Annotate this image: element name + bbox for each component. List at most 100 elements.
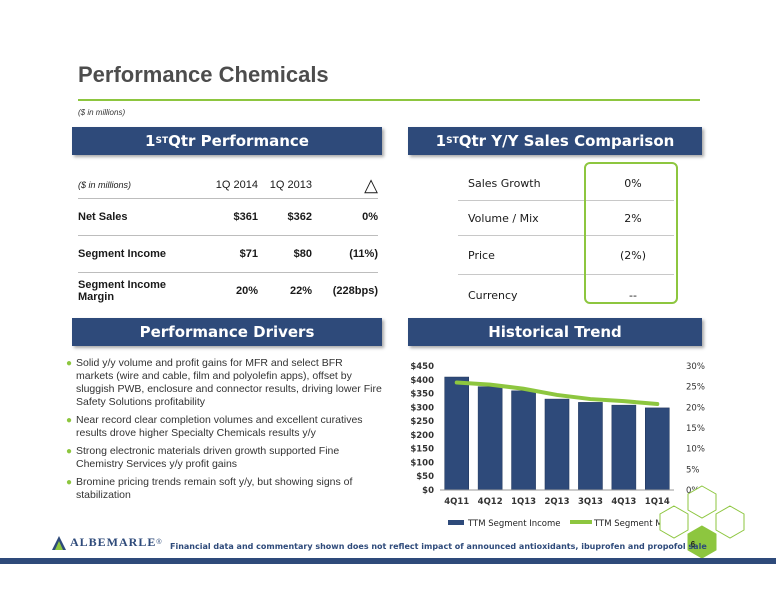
cell-1q2014: 20% <box>235 285 258 297</box>
banner-superscript: ST <box>155 136 169 146</box>
comparison-value: -- <box>629 288 637 302</box>
row-label: Segment Income <box>78 248 167 260</box>
comparison-value: (2%) <box>619 248 647 262</box>
x-tick-label: 4Q13 <box>611 497 636 507</box>
y2-tick-label: 30% <box>686 362 705 372</box>
logo-mark-icon <box>52 535 66 550</box>
delta-triangle-icon: △ <box>364 174 378 195</box>
x-tick-label: 1Q14 <box>645 497 670 507</box>
comparison-row: Sales Growth 0% <box>458 166 674 201</box>
historical-trend-chart: $0$50$100$150$200$250$300$350$400$4500%5… <box>410 362 705 529</box>
bullet-text: Solid y/y volume and profit gains for MF… <box>76 357 382 408</box>
x-tick-label: 1Q13 <box>511 497 536 507</box>
bar <box>578 402 603 491</box>
bullet-icon: ● <box>66 415 73 426</box>
list-item: ● Strong electronic materials driven grow… <box>66 445 382 471</box>
registered-mark: ® <box>156 539 162 546</box>
y2-tick-label: 10% <box>686 445 705 455</box>
bar <box>444 376 469 491</box>
comparison-value: 0% <box>624 176 642 190</box>
row-label: Segment Income Margin <box>78 279 167 303</box>
cell-change: 0% <box>362 211 378 223</box>
bullet-text: Bromine pricing trends remain soft y/y, … <box>76 476 353 501</box>
table-row: Net Sales $361 $362 0% <box>78 199 378 236</box>
y-tick-label: $0 <box>422 486 434 496</box>
bar <box>511 390 536 491</box>
margin-line <box>454 380 660 407</box>
bar <box>611 404 637 491</box>
cell-1q2014: $71 <box>239 248 258 260</box>
list-item: ● Solid y/y volume and profit gains for M… <box>66 357 382 409</box>
y2-tick-label: 15% <box>686 424 705 434</box>
legend-label-margin: TTM Segment Margin <box>593 519 684 529</box>
bar <box>645 407 670 491</box>
performance-table: ($ in millions) 1Q 2014 1Q 2013 △ Net Sa… <box>78 172 378 309</box>
bullet-icon: ● <box>66 446 73 457</box>
bar <box>544 398 570 491</box>
y-tick-label: $150 <box>410 445 434 455</box>
bar <box>477 386 503 491</box>
x-tick-label: 3Q13 <box>578 497 603 507</box>
sales-comparison-table: Sales Growth 0% Volume / Mix 2% Price (2… <box>458 166 674 315</box>
bullet-text: Strong electronic materials driven growt… <box>76 445 340 470</box>
legend-swatch-income <box>448 520 464 525</box>
footer-band <box>0 558 776 564</box>
table-header-units: ($ in millions) <box>78 180 132 190</box>
bullet-text: Near record clear completion volumes and… <box>76 414 363 439</box>
banner-text: Qtr Y/Y Sales Comparison <box>458 132 675 150</box>
comparison-label: Price <box>468 248 495 262</box>
trend-banner: Historical Trend <box>408 318 702 346</box>
y-tick-label: $250 <box>410 417 434 427</box>
units-note: ($ in millions) <box>78 108 126 117</box>
comparison-banner: 1 ST Qtr Y/Y Sales Comparison <box>408 127 702 155</box>
cell-1q2014: $361 <box>233 211 258 223</box>
cell-1q2013: $80 <box>293 248 312 260</box>
y-tick-label: $350 <box>410 390 434 400</box>
banner-number: 1 <box>145 132 156 150</box>
bullet-icon: ● <box>66 477 73 488</box>
table-row: Segment Income Margin 20% 22% (228bps) <box>78 273 378 309</box>
y-tick-label: $200 <box>410 431 434 441</box>
x-tick-label: 4Q11 <box>444 497 469 507</box>
values-highlight-box <box>584 162 678 304</box>
y2-tick-label: 5% <box>686 465 700 475</box>
bullet-icon: ● <box>66 358 73 369</box>
table-header-1q2013: 1Q 2013 <box>269 179 312 191</box>
x-tick-label: 2Q13 <box>545 497 570 507</box>
y-tick-label: $450 <box>410 362 434 372</box>
y2-tick-label: 20% <box>686 403 705 413</box>
comparison-row: Currency -- <box>458 275 674 315</box>
cell-1q2013: $362 <box>287 211 312 223</box>
table-header-row: ($ in millions) 1Q 2014 1Q 2013 △ <box>78 172 378 199</box>
drivers-list: ● Solid y/y volume and profit gains for M… <box>66 357 382 507</box>
cell-1q2013: 22% <box>289 285 312 297</box>
page-title: Performance Chemicals <box>78 62 329 87</box>
albemarle-logo: ALBEMARLE ® <box>52 535 162 550</box>
row-label: Net Sales <box>78 211 128 223</box>
legend-swatch-margin <box>570 520 592 524</box>
y2-tick-label: 25% <box>686 383 705 393</box>
performance-banner: 1 ST Qtr Performance <box>72 127 382 155</box>
comparison-label: Volume / Mix <box>468 211 539 225</box>
x-tick-label: 4Q12 <box>478 497 503 507</box>
banner-superscript: ST <box>446 136 459 146</box>
table-header-1q2014: 1Q 2014 <box>215 179 258 191</box>
comparison-row: Price (2%) <box>458 236 674 275</box>
banner-number: 1 <box>435 132 447 150</box>
hexagon-decoration <box>659 485 745 559</box>
y-tick-label: $400 <box>410 376 434 386</box>
comparison-label: Currency <box>468 288 518 302</box>
cell-change: (11%) <box>349 248 378 260</box>
comparison-label: Sales Growth <box>468 176 541 190</box>
list-item: ● Near record clear completion volumes an… <box>66 414 382 440</box>
title-divider <box>78 99 700 101</box>
y-tick-label: $50 <box>416 472 434 482</box>
table-row: Segment Income $71 $80 (11%) <box>78 236 378 273</box>
banner-text: Qtr Performance <box>168 132 309 150</box>
list-item: ● Bromine pricing trends remain soft y/y,… <box>66 476 382 502</box>
comparison-value: 2% <box>624 211 642 225</box>
page-number: 6 <box>690 540 696 549</box>
drivers-banner: Performance Drivers <box>72 318 382 346</box>
comparison-row: Volume / Mix 2% <box>458 201 674 236</box>
legend-label-income: TTM Segment Income <box>467 519 561 529</box>
